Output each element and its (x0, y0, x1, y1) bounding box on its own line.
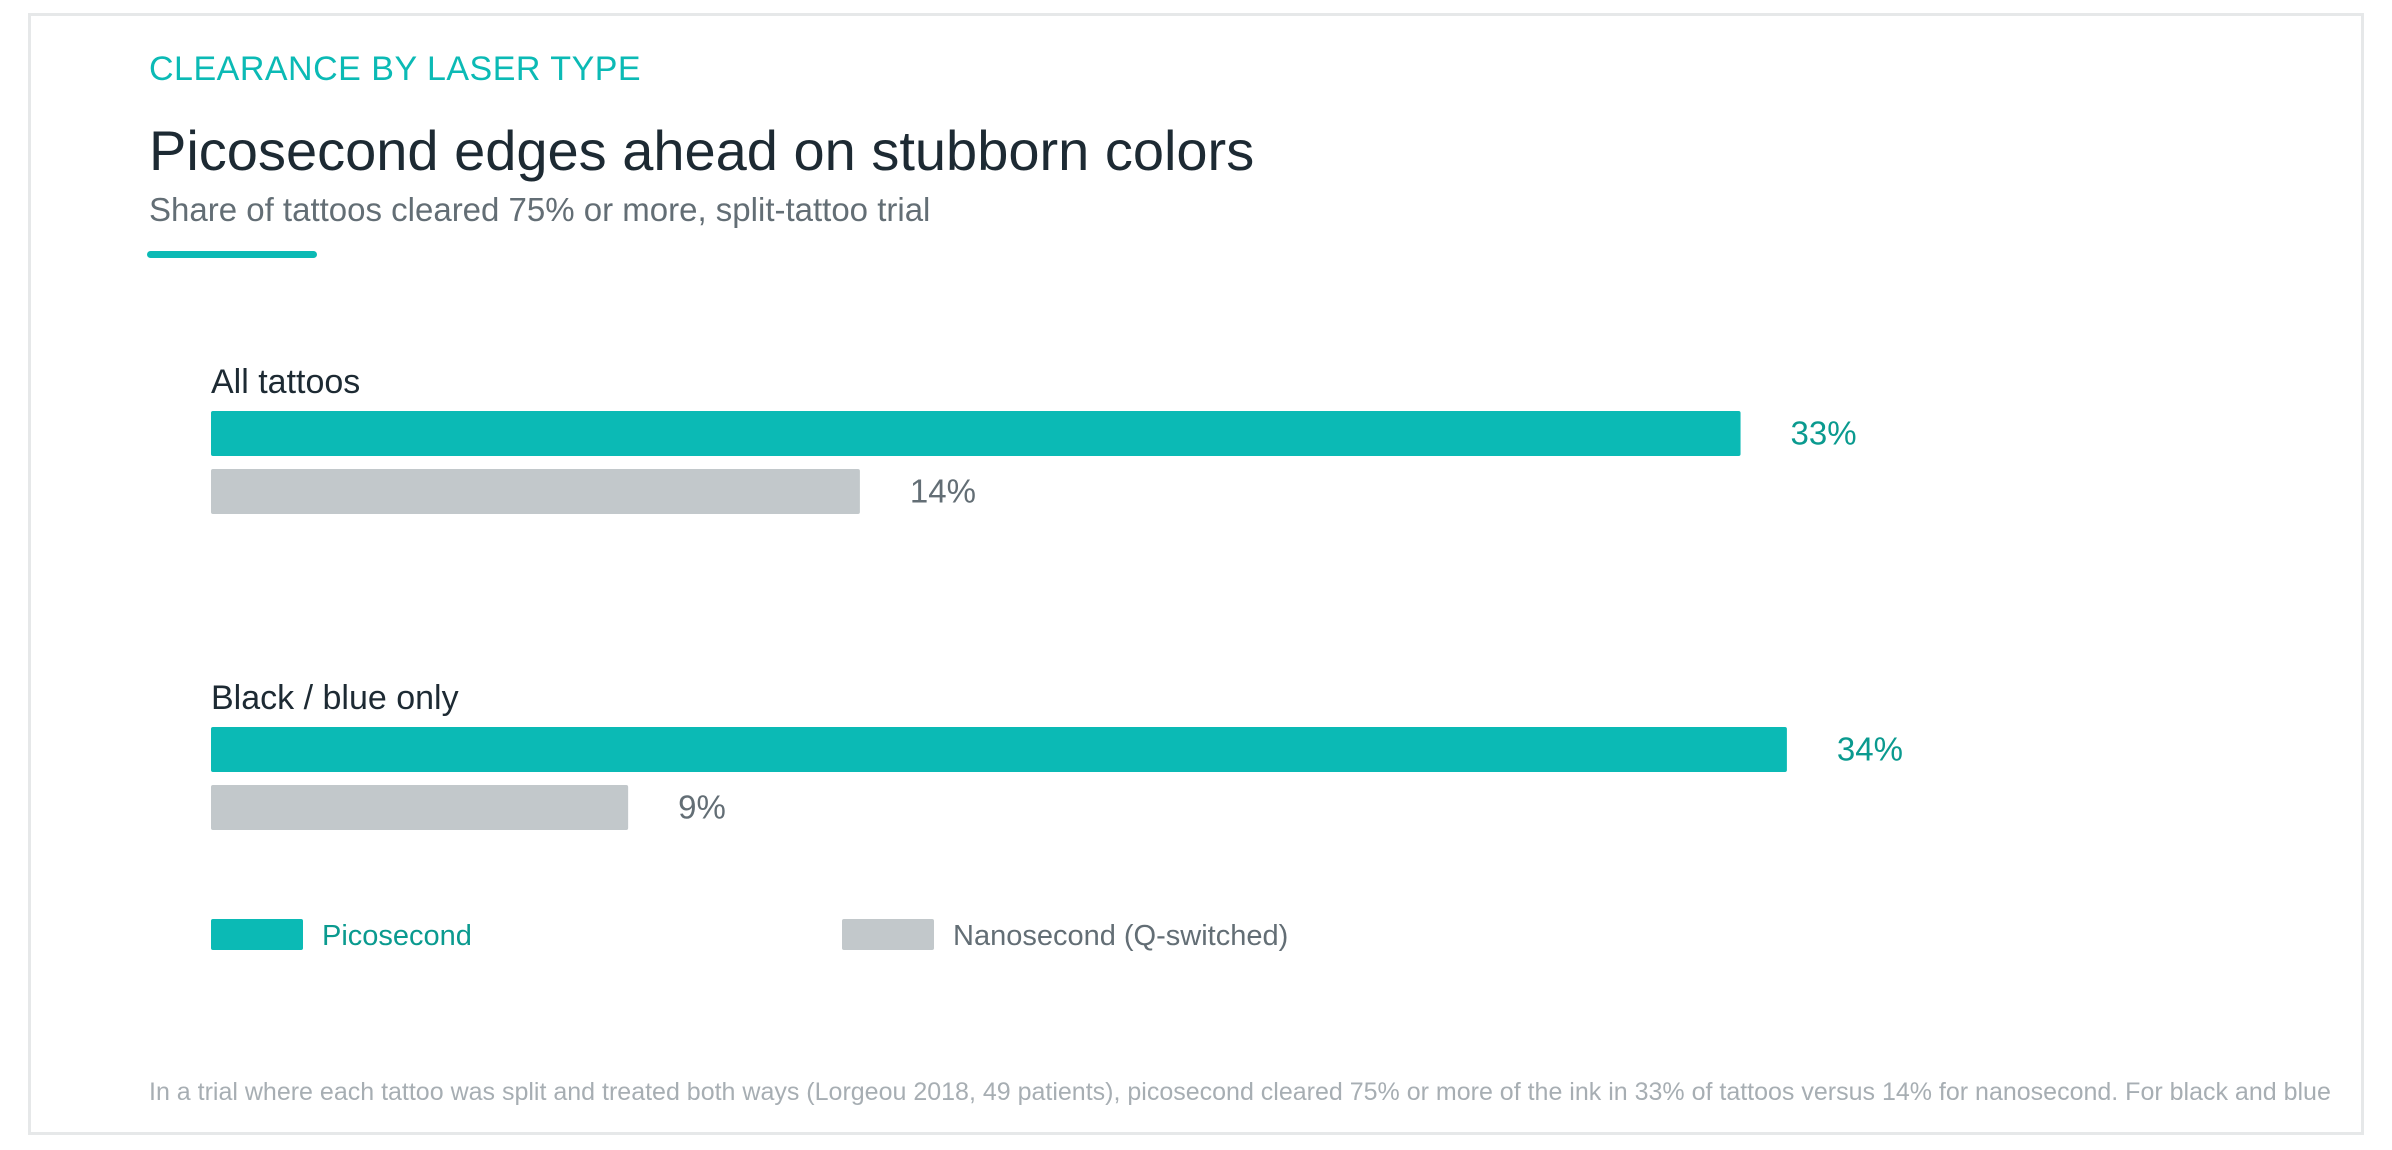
category-label: All tattoos (211, 363, 360, 401)
legend-label: Nanosecond (Q-switched) (953, 920, 1288, 952)
category-label: Black / blue only (211, 679, 459, 717)
footnote: In a trial where each tattoo was split a… (149, 1078, 2331, 1106)
chart-title: Picosecond edges ahead on stubborn color… (149, 119, 1255, 182)
bar-value-label: 14% (910, 473, 976, 510)
bar-value-label: 9% (678, 789, 726, 826)
bar (211, 727, 1787, 772)
bar (211, 469, 860, 514)
chart-card: CLEARANCE BY LASER TYPE Picosecond edges… (28, 13, 2364, 1135)
bar (211, 785, 629, 830)
accent-rule (147, 251, 317, 258)
chart-subtitle: Share of tattoos cleared 75% or more, sp… (149, 191, 931, 228)
legend-swatch (842, 919, 934, 950)
legend-label: Picosecond (322, 920, 472, 952)
bar (211, 411, 1741, 456)
bar-chart: All tattoos 33% 14% Black / blue only 34% 9% P… (211, 363, 1903, 952)
bar-value-label: 33% (1791, 415, 1857, 452)
legend-swatch (211, 919, 303, 950)
eyebrow-label: CLEARANCE BY LASER TYPE (149, 50, 642, 88)
bar-value-label: 34% (1837, 731, 1903, 768)
